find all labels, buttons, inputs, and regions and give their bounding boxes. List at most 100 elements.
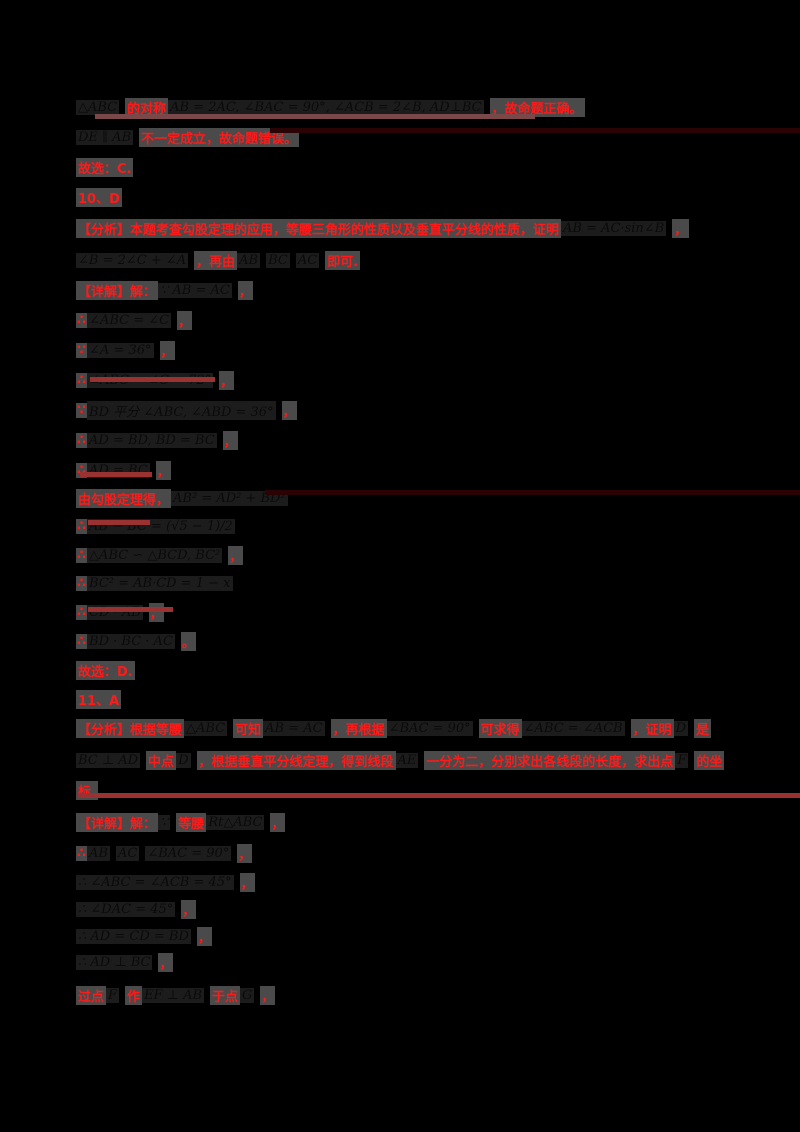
text-line: ∵ BD 平分 ∠ABC, ∠ABD = 36°，	[76, 400, 297, 420]
math-expression: ∠A = 36°	[87, 342, 154, 358]
text-line: 【分析】本题考查勾股定理的应用，等腰三角形的性质以及垂直平分线的性质，证明 AB …	[76, 218, 690, 238]
text-segment: 等腰	[176, 812, 207, 832]
text-line: ∴ CD · AB，	[76, 602, 164, 622]
text-line: 由勾股定理得， AB² = AD² + BD²	[76, 488, 294, 508]
math-expression: BC ⊥ AD	[76, 752, 141, 768]
math-expression: D	[176, 752, 191, 768]
text-segment: 的坐	[694, 750, 725, 770]
text-segment: 可知	[233, 718, 264, 738]
text-line: ∵ ∠A = 36° ，	[76, 340, 175, 360]
text-segment: ，	[672, 218, 690, 238]
text-segment: 过点	[76, 985, 107, 1005]
underline-3	[90, 377, 215, 382]
text-segment: ，	[159, 340, 175, 360]
math-expression: ∠BAC = 90°	[145, 845, 232, 861]
math-expression: AB² = AD² + BD²	[171, 490, 288, 506]
text-segment: ，再根据	[330, 718, 387, 738]
text-line: DE ∥ AB 不一定成立，故命题错误。	[76, 127, 300, 147]
underline-6	[265, 490, 800, 495]
text-segment: ，故命题正确。	[489, 97, 585, 117]
underline-2	[270, 128, 800, 133]
underline-4	[80, 472, 152, 477]
text-segment: ∵	[76, 342, 88, 358]
text-segment: ，	[222, 430, 238, 450]
math-expression: BC	[266, 252, 290, 268]
text-line: 故选：D.	[76, 660, 135, 680]
text-segment: ，	[196, 926, 212, 946]
math-expression: BD 平分 ∠ABC, ∠ABD = 36°	[87, 400, 276, 420]
math-expression: F	[106, 987, 120, 1003]
text-line: 11、A	[76, 689, 122, 709]
text-segment: 故选：C.	[76, 157, 134, 177]
text-segment: 中点	[146, 750, 177, 770]
text-segment: ，根据垂直平分线定理，得到线段	[196, 750, 396, 770]
text-segment: ，再由	[194, 250, 238, 270]
text-segment: ，	[270, 812, 286, 832]
text-segment: 。	[180, 631, 196, 651]
math-expression: AB = AC·sin∠B	[561, 220, 667, 236]
math-expression: BD · BC · AC	[87, 633, 175, 649]
math-expression: AB	[237, 252, 261, 268]
math-expression: ∠B = 2∠C + ∠A	[76, 252, 189, 268]
math-expression: ∴ AD ⊥ BC	[76, 954, 153, 970]
math-expression: G	[240, 987, 255, 1003]
text-segment: ，	[177, 310, 193, 330]
math-expression: △ABC ∽ △BCD, BC²	[87, 547, 223, 563]
text-line: ∴ AB − BC = (√5 − 1)/2	[76, 516, 241, 536]
math-expression: ∠ABC = ∠ACB	[521, 720, 625, 736]
text-line: 故选：C.	[76, 157, 134, 177]
text-segment: ，	[228, 545, 244, 565]
underline-5	[88, 520, 150, 525]
text-segment: 【详解】解：	[76, 280, 159, 300]
text-segment: ∴	[76, 518, 88, 534]
text-line: ∠B = 2∠C + ∠A ，再由 AB BC AC 即可.	[76, 250, 361, 270]
text-line: ∴ ∠ABC = ∠ACB = 45° ，	[76, 872, 255, 892]
text-line: 过点 F 作 EF ⊥ AB 于点 G ，	[76, 985, 276, 1005]
math-expression: ∵	[158, 814, 171, 830]
math-expression: F	[675, 752, 689, 768]
text-segment: 【分析】本题考查勾股定理的应用，等腰三角形的性质以及垂直平分线的性质，证明	[76, 218, 562, 238]
text-line: ∴ AD ⊥ BC ，	[76, 952, 174, 972]
math-expression: AB	[87, 845, 110, 861]
text-segment: ，	[237, 280, 253, 300]
text-segment: ，	[281, 400, 297, 420]
text-segment: ，	[181, 899, 197, 919]
text-line: ∴ AB AC ∠BAC = 90° ，	[76, 843, 253, 863]
text-line: ∴ ∠ABC = ∠C ，	[76, 310, 193, 330]
math-expression: Rt△ABC	[206, 814, 265, 830]
math-expression: AC	[116, 845, 140, 861]
text-segment: ∴	[76, 575, 88, 591]
math-expression: △ABC	[184, 720, 228, 736]
math-expression: AC	[295, 252, 320, 268]
text-segment: ，证明	[630, 718, 674, 738]
text-segment: ∴	[76, 312, 88, 328]
text-segment: 的对称	[125, 97, 169, 117]
text-line: 【分析】根据等腰 △ABC 可知 AB = AC ，再根据 ∠BAC = 90° 可求得 ∠A…	[76, 718, 712, 738]
text-segment: ，	[237, 843, 253, 863]
math-expression: AB = 2AC, ∠BAC = 90°, ∠ACB = 2∠B, AD⊥BC	[168, 99, 484, 115]
math-expression: EF ⊥ AB	[142, 987, 205, 1003]
text-segment: 不一定成立，故命题错误。	[139, 127, 300, 147]
text-line: 10、D	[76, 187, 122, 207]
text-segment: 即可.	[325, 250, 361, 270]
text-segment: 一分为二，分别求出各线段的长度，求出点	[424, 750, 676, 770]
underline-8	[78, 793, 800, 798]
underline-1	[95, 114, 535, 119]
math-expression: ∠ABC = ∠C	[87, 312, 172, 328]
math-expression: AB = AC	[263, 720, 325, 736]
text-segment: 11、A	[76, 689, 122, 709]
text-line: △ABC 的对称 AB = 2AC, ∠BAC = 90°, ∠ACB = 2∠B,…	[76, 97, 585, 117]
text-line: ∴ BD · BC · AC 。	[76, 631, 196, 651]
text-segment: 【分析】根据等腰	[76, 718, 185, 738]
text-segment: ∵	[76, 402, 88, 418]
text-segment: ，	[239, 872, 255, 892]
math-expression: △ABC	[76, 99, 120, 115]
text-line: 【详解】解： ∵ 等腰 Rt△ABC ，	[76, 812, 286, 832]
text-segment: 10、D	[76, 187, 122, 207]
text-line: ∴ BC² = AB·CD = 1 − x	[76, 573, 239, 593]
math-expression: ∴ AD = CD = BD	[76, 928, 191, 944]
text-segment: 由勾股定理得，	[76, 488, 172, 508]
text-line: ∴ AD = CD = BD ，	[76, 926, 212, 946]
text-segment: 于点	[210, 985, 241, 1005]
text-segment: 作	[125, 985, 143, 1005]
